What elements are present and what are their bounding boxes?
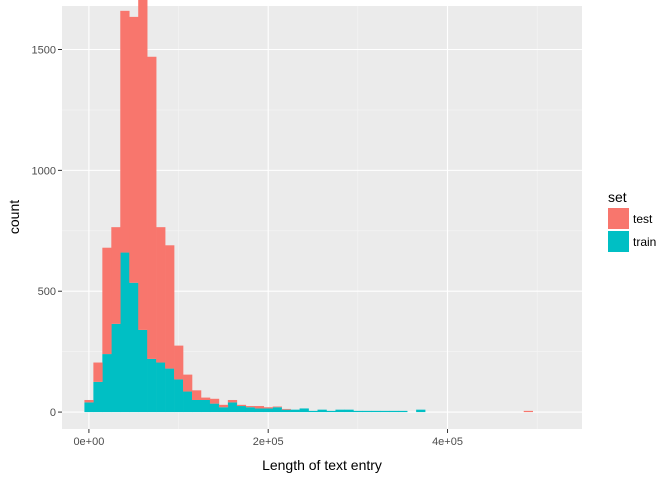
- bar-train: [371, 410, 381, 413]
- x-tick-label: 0e+00: [73, 436, 104, 448]
- x-tick-label: 2e+05: [253, 436, 284, 448]
- bar-train: [138, 329, 148, 413]
- bar-test: [236, 404, 247, 407]
- bar-test: [129, 16, 139, 283]
- bar-train: [344, 409, 354, 413]
- bar-test: [102, 247, 112, 355]
- legend-title: set: [608, 189, 627, 205]
- bar-test: [111, 227, 121, 324]
- y-tick-label: 500: [38, 286, 56, 298]
- bar-train: [227, 402, 238, 413]
- bar-train: [317, 409, 327, 413]
- bar-test: [245, 406, 256, 408]
- bar-train: [209, 403, 220, 413]
- bar-train: [218, 407, 229, 413]
- bar-test: [84, 399, 94, 403]
- bar-test: [254, 406, 265, 409]
- x-tick-label: 4e+05: [432, 436, 463, 448]
- bar-train: [281, 409, 291, 413]
- bar-train: [84, 402, 94, 413]
- bar-test: [156, 227, 166, 363]
- bar-test: [147, 56, 157, 359]
- bar-train: [335, 409, 345, 413]
- bar-train: [183, 391, 193, 413]
- bar-test: [120, 10, 130, 253]
- bar-test: [192, 390, 202, 400]
- y-tick-label: 0: [50, 407, 56, 419]
- bar-train: [129, 282, 139, 413]
- bar-train: [111, 323, 121, 413]
- bar-train: [200, 399, 211, 413]
- bar-train: [102, 354, 112, 413]
- bar-test: [93, 362, 103, 382]
- bar-test: [174, 345, 184, 380]
- bar-train: [174, 379, 184, 413]
- y-axis-ticks: 0 500 1000 1500: [32, 45, 62, 419]
- legend-label-test: test: [633, 212, 653, 226]
- bar-train: [147, 358, 157, 413]
- bar-train: [353, 410, 363, 413]
- bar-train: [93, 381, 103, 413]
- bar-train: [254, 408, 265, 413]
- x-axis-title: Length of text entry: [262, 457, 382, 473]
- bar-train: [245, 407, 256, 413]
- bar-train: [308, 410, 318, 413]
- bar-train: [156, 362, 166, 413]
- bar-test: [263, 407, 273, 409]
- bar-train: [272, 407, 282, 413]
- bar-test: [272, 406, 282, 408]
- legend-swatch-train: [608, 231, 629, 252]
- legend: set test train: [608, 189, 656, 252]
- bar-train: [236, 406, 247, 413]
- bar-train: [326, 410, 336, 413]
- bar-train: [389, 410, 399, 413]
- bar-test: [183, 374, 193, 392]
- bar-train: [192, 399, 202, 413]
- bar-train: [398, 410, 408, 413]
- bar-train: [290, 409, 300, 413]
- legend-label-train: train: [633, 235, 656, 249]
- bar-test: [281, 408, 291, 410]
- x-axis-ticks: 0e+00 2e+05 4e+05: [73, 429, 463, 448]
- bar-test: [218, 404, 229, 408]
- y-axis-title: count: [6, 200, 22, 234]
- bar-test: [200, 397, 211, 400]
- legend-swatch-test: [608, 208, 629, 229]
- bars-layer: [84, 0, 533, 413]
- y-tick-label: 1000: [32, 165, 56, 177]
- bar-train: [263, 408, 273, 413]
- y-tick-label: 1500: [32, 45, 56, 57]
- bar-train: [380, 410, 390, 413]
- bar-test: [523, 410, 533, 413]
- bar-test: [165, 245, 175, 369]
- bar-train: [165, 368, 175, 413]
- bar-test: [227, 399, 238, 403]
- bar-train: [299, 408, 309, 413]
- bar-train: [362, 410, 372, 413]
- bar-test: [138, 0, 148, 330]
- bar-train: [416, 409, 426, 413]
- bar-train: [120, 252, 130, 413]
- bar-test: [209, 398, 220, 404]
